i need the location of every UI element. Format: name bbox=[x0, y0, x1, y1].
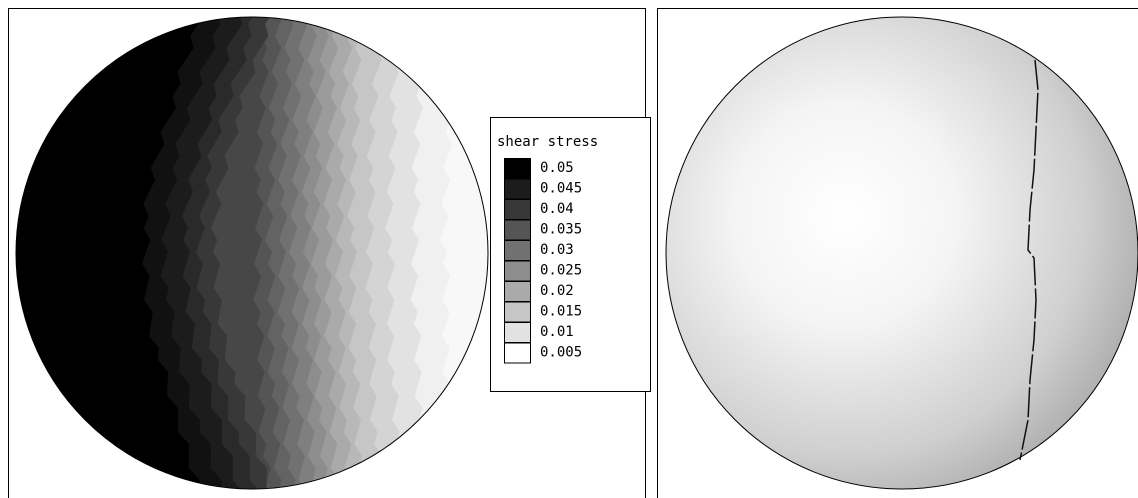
legend-label: 0.04 bbox=[540, 201, 574, 217]
legend-swatch bbox=[505, 220, 531, 240]
legend-swatch bbox=[505, 302, 531, 322]
legend-swatch bbox=[505, 261, 531, 281]
legend-label: 0.025 bbox=[540, 263, 582, 279]
legend-label: 0.015 bbox=[540, 304, 582, 320]
legend-swatch bbox=[505, 282, 531, 302]
legend-swatch bbox=[505, 241, 531, 261]
legend-label: 0.05 bbox=[540, 160, 574, 176]
legend-swatch bbox=[505, 323, 531, 343]
legend-label: 0.045 bbox=[540, 181, 582, 197]
legend-swatch bbox=[505, 179, 531, 199]
legend-swatch bbox=[505, 343, 531, 363]
legend-label: 0.005 bbox=[540, 345, 582, 361]
legend-label: 0.03 bbox=[540, 242, 574, 258]
right-sphere bbox=[666, 17, 1138, 489]
screen: shear stress 0.05 0.045 0.04 0.035 0.03 0.025… bbox=[0, 0, 1138, 498]
legend-title: shear stress bbox=[497, 134, 598, 150]
legend-swatch bbox=[505, 159, 531, 179]
legend-label: 0.02 bbox=[540, 283, 574, 299]
legend-swatch bbox=[505, 200, 531, 220]
legend-label: 0.01 bbox=[540, 324, 574, 340]
legend-label: 0.035 bbox=[540, 222, 582, 238]
